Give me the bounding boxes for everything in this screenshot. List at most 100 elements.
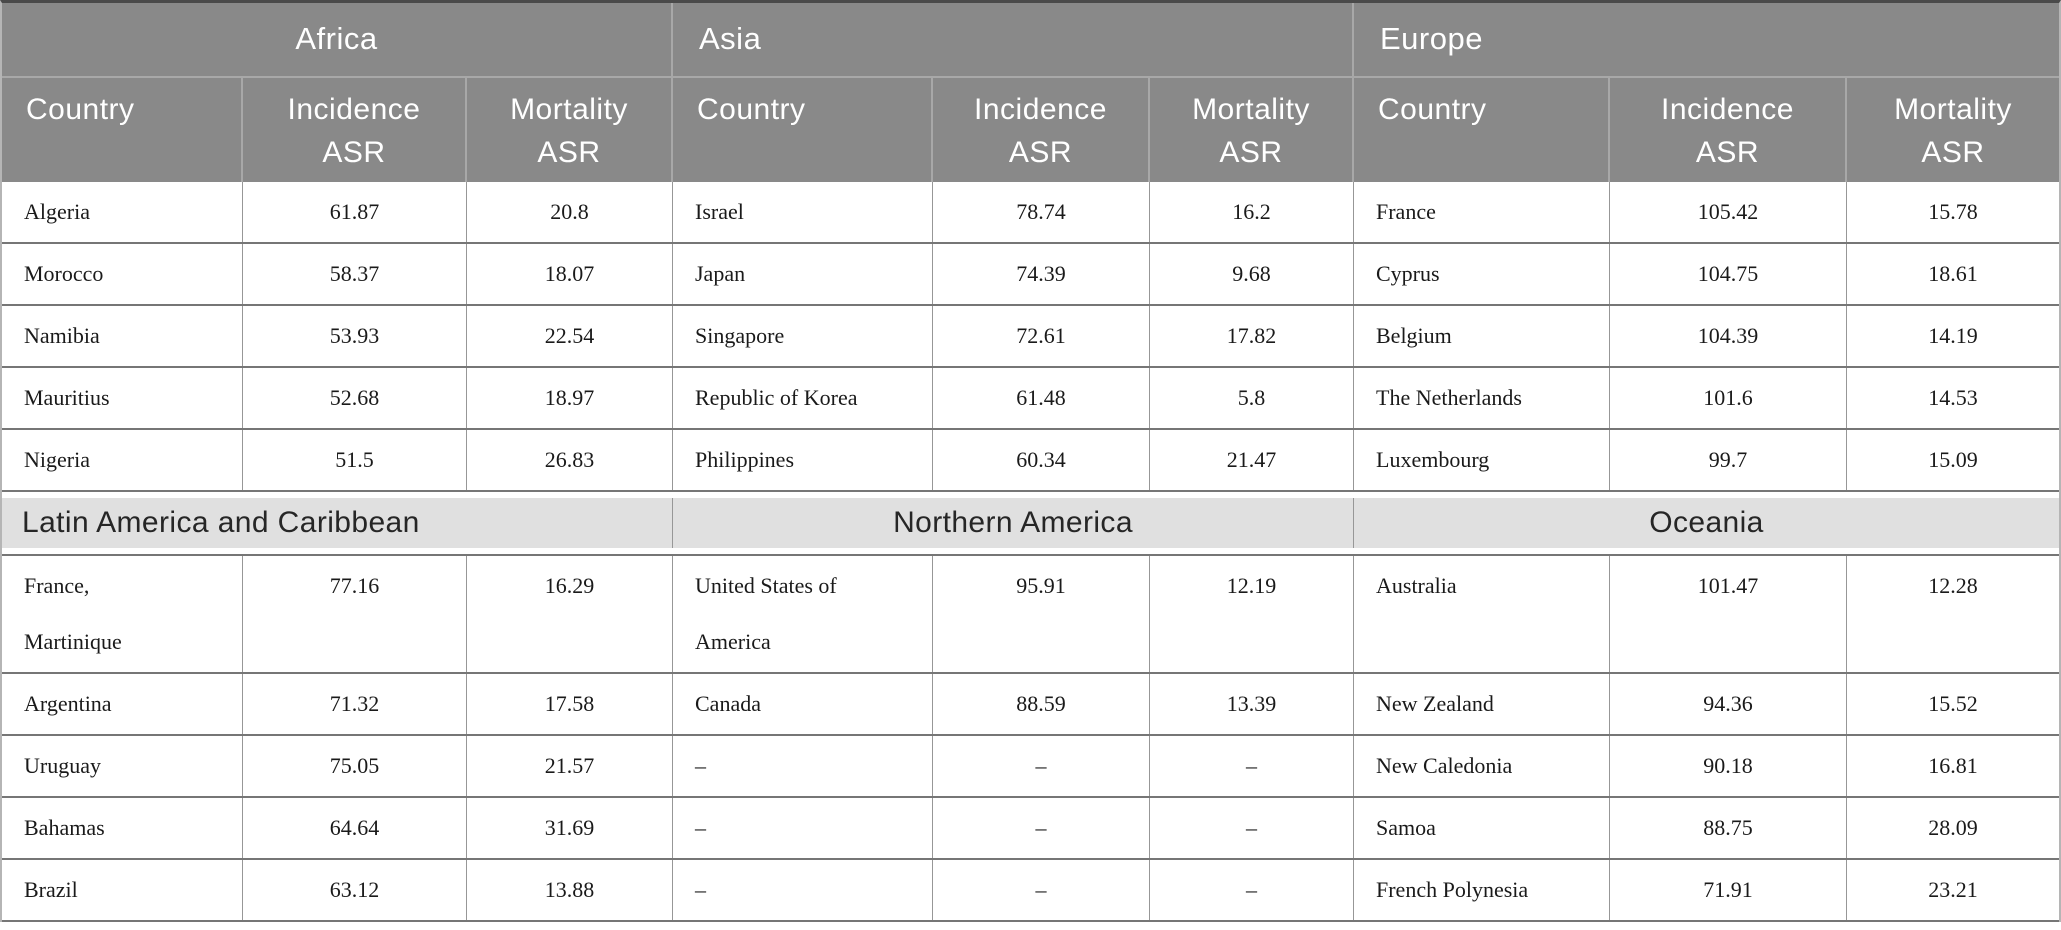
column-header-row: Country Incidence ASR Mortality ASR Coun…	[2, 78, 2059, 182]
col-header-incidence-asr: Incidence ASR	[1610, 78, 1847, 182]
cell-incidence-asr: 104.75	[1610, 244, 1847, 304]
cell-incidence-asr: 105.42	[1610, 182, 1847, 242]
cell-incidence-asr: –	[933, 798, 1150, 858]
cell-mortality-asr: 16.29	[467, 556, 673, 672]
cell-incidence-asr: 61.48	[933, 368, 1150, 428]
cell-mortality-asr: –	[1150, 736, 1354, 796]
table-row: Morocco 58.37 18.07 Japan 74.39 9.68 Cyp…	[2, 244, 2059, 306]
cell-country: Brazil	[2, 860, 243, 920]
table-row: Mauritius 52.68 18.97 Republic of Korea …	[2, 368, 2059, 430]
cell-incidence-asr: 61.87	[243, 182, 467, 242]
col-header-incidence-asr: Incidence ASR	[933, 78, 1150, 182]
cell-mortality-asr: 23.21	[1928, 877, 1978, 902]
cell-mortality-asr: 21.57	[467, 736, 673, 796]
cell-mortality-asr: 21.47	[1150, 430, 1354, 490]
subregion-header-row: Latin America and Caribbean Northern Ame…	[2, 492, 2059, 556]
cell-incidence-asr: 72.61	[933, 306, 1150, 366]
cell-country: Bahamas	[2, 798, 243, 858]
cell-country: Mauritius	[2, 368, 243, 428]
cell-mortality-asr: 17.82	[1150, 306, 1354, 366]
cell-country: Israel	[673, 182, 933, 242]
cell-incidence-asr: 104.39	[1610, 306, 1847, 366]
cell-mortality-asr: 16.2	[1150, 182, 1354, 242]
cell-incidence-asr: 63.12	[243, 860, 467, 920]
cell-mortality-asr: 20.8	[467, 182, 673, 242]
col-header-country: Country	[1354, 78, 1610, 182]
cell-incidence-asr: –	[933, 860, 1150, 920]
cell-mortality-asr: 31.69	[467, 798, 673, 858]
col-header-country: Country	[2, 78, 243, 182]
table-row: Brazil 63.12 13.88 – – – French Polynesi…	[2, 860, 2059, 922]
cell-country: Algeria	[2, 182, 243, 242]
cell-country: –	[673, 860, 933, 920]
cell-country: United States of America	[673, 556, 933, 672]
col-header-incidence-asr: Incidence ASR	[243, 78, 467, 182]
cell-mortality-asr: 17.58	[467, 674, 673, 734]
cell-country: Singapore	[673, 306, 933, 366]
table-row: Nigeria 51.5 26.83 Philippines 60.34 21.…	[2, 430, 2059, 492]
region-header-asia: Asia	[673, 3, 1354, 76]
cell-incidence-asr: 78.74	[933, 182, 1150, 242]
col-header-mortality-asr: Mortality ASR	[467, 78, 673, 182]
region-header-latin-america-and-caribbean: Latin America and Caribbean	[2, 498, 673, 548]
cell-mortality-asr: 15.78	[1928, 199, 1978, 224]
cell-mortality-asr: 18.61	[1928, 261, 1978, 286]
continent-header-row: Africa Asia Europe	[2, 3, 2059, 78]
cell-incidence-asr: 101.6	[1610, 368, 1847, 428]
col-header-mortality-asr: Mortality ASR	[1894, 93, 2012, 169]
cell-incidence-asr: 74.39	[933, 244, 1150, 304]
cell-country: Canada	[673, 674, 933, 734]
cell-country: The Netherlands	[1354, 368, 1610, 428]
cell-mortality-asr: 9.68	[1150, 244, 1354, 304]
cell-mortality-asr: 15.09	[1928, 447, 1978, 472]
cell-incidence-asr: 71.32	[243, 674, 467, 734]
region-header-northern-america: Northern America	[673, 498, 1354, 548]
region-header-oceania: Oceania	[1354, 498, 2059, 548]
cell-incidence-asr: 95.91	[933, 556, 1150, 672]
cell-mortality-asr: 13.88	[467, 860, 673, 920]
cell-mortality-asr: 18.97	[467, 368, 673, 428]
table-row: Algeria 61.87 20.8 Israel 78.74 16.2 Fra…	[2, 182, 2059, 244]
table-row: France, Martinique 77.16 16.29 United St…	[2, 556, 2059, 674]
cell-mortality-asr: –	[1150, 798, 1354, 858]
region-header-europe: Europe	[1380, 21, 1483, 56]
cell-mortality-asr: 12.19	[1150, 556, 1354, 672]
cell-mortality-asr: 5.8	[1150, 368, 1354, 428]
cell-mortality-asr: 16.81	[1928, 753, 1978, 778]
cell-incidence-asr: 60.34	[933, 430, 1150, 490]
cell-incidence-asr: 88.75	[1610, 798, 1847, 858]
table-row: Argentina 71.32 17.58 Canada 88.59 13.39…	[2, 674, 2059, 736]
cell-incidence-asr: 64.64	[243, 798, 467, 858]
cell-mortality-asr: 15.52	[1928, 691, 1978, 716]
cell-country: Namibia	[2, 306, 243, 366]
cell-mortality-asr: 14.19	[1928, 323, 1978, 348]
col-header-country: Country	[673, 78, 933, 182]
cell-mortality-asr: 12.28	[1928, 573, 1978, 598]
cell-incidence-asr: –	[933, 736, 1150, 796]
cell-mortality-asr: 28.09	[1928, 815, 1978, 840]
cell-incidence-asr: 77.16	[243, 556, 467, 672]
cell-country: France	[1354, 182, 1610, 242]
cell-country: New Zealand	[1354, 674, 1610, 734]
cell-country: Philippines	[673, 430, 933, 490]
region-header-africa: Africa	[2, 3, 673, 76]
cell-country: Belgium	[1354, 306, 1610, 366]
table-row: Namibia 53.93 22.54 Singapore 72.61 17.8…	[2, 306, 2059, 368]
cell-incidence-asr: 52.68	[243, 368, 467, 428]
cell-country: –	[673, 736, 933, 796]
cell-incidence-asr: 51.5	[243, 430, 467, 490]
cell-country: Japan	[673, 244, 933, 304]
cell-incidence-asr: 53.93	[243, 306, 467, 366]
cell-incidence-asr: 90.18	[1610, 736, 1847, 796]
table-row: Uruguay 75.05 21.57 – – – New Caledonia …	[2, 736, 2059, 798]
cell-country: Nigeria	[2, 430, 243, 490]
cell-mortality-asr: 14.53	[1928, 385, 1978, 410]
cell-incidence-asr: 75.05	[243, 736, 467, 796]
cell-country: Luxembourg	[1354, 430, 1610, 490]
cell-mortality-asr: 22.54	[467, 306, 673, 366]
cell-country: –	[673, 798, 933, 858]
cell-country: Republic of Korea	[673, 368, 933, 428]
cell-country: French Polynesia	[1354, 860, 1610, 920]
cell-incidence-asr: 99.7	[1610, 430, 1847, 490]
